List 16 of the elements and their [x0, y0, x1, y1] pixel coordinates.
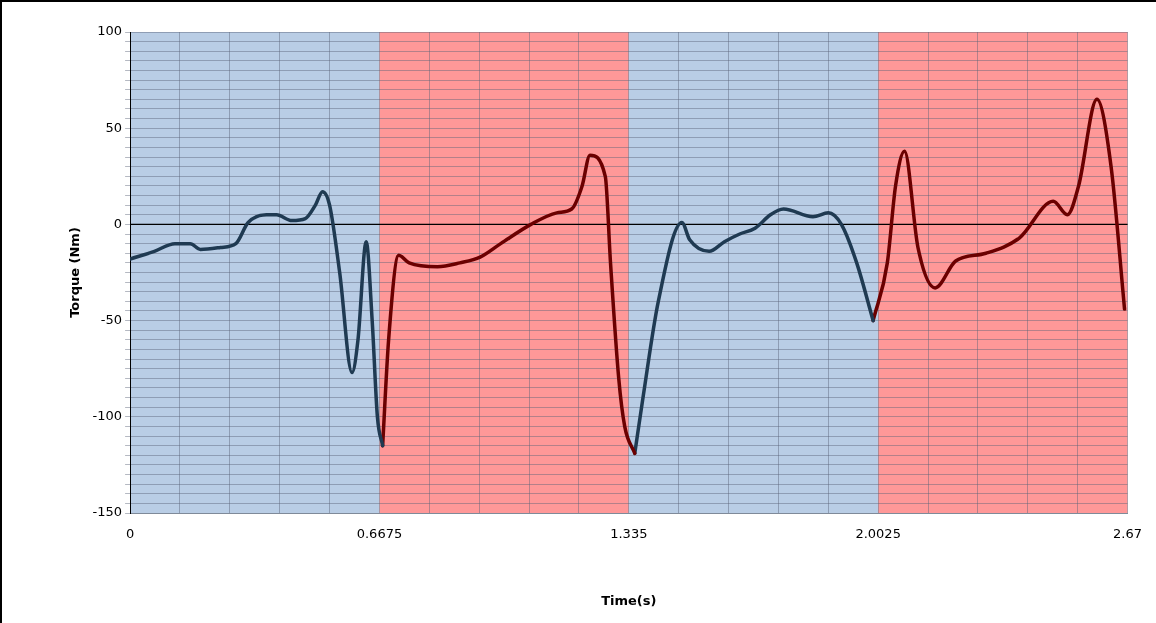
x-tick-label: 2.67: [1113, 526, 1142, 542]
x-tick-label: 0: [125, 526, 135, 542]
line-series: [633, 207, 875, 456]
y-tick-label: 50: [105, 119, 123, 135]
y-tick-label: -150: [92, 504, 123, 520]
line-series: [130, 189, 385, 448]
y-tick-label: -100: [92, 408, 123, 424]
x-tick-label: 1.335: [610, 526, 648, 542]
y-tick-label: 100: [97, 23, 123, 39]
y-tick-label: -50: [100, 311, 123, 327]
line-series: [380, 153, 637, 456]
y-tick-label: 0: [113, 215, 123, 231]
x-tick-label: 0.6675: [356, 526, 403, 542]
x-tick-label: 2.0025: [855, 526, 901, 542]
y-axis-title: Torque (Nm): [67, 227, 83, 318]
x-axis-title: Time(s): [601, 592, 657, 608]
